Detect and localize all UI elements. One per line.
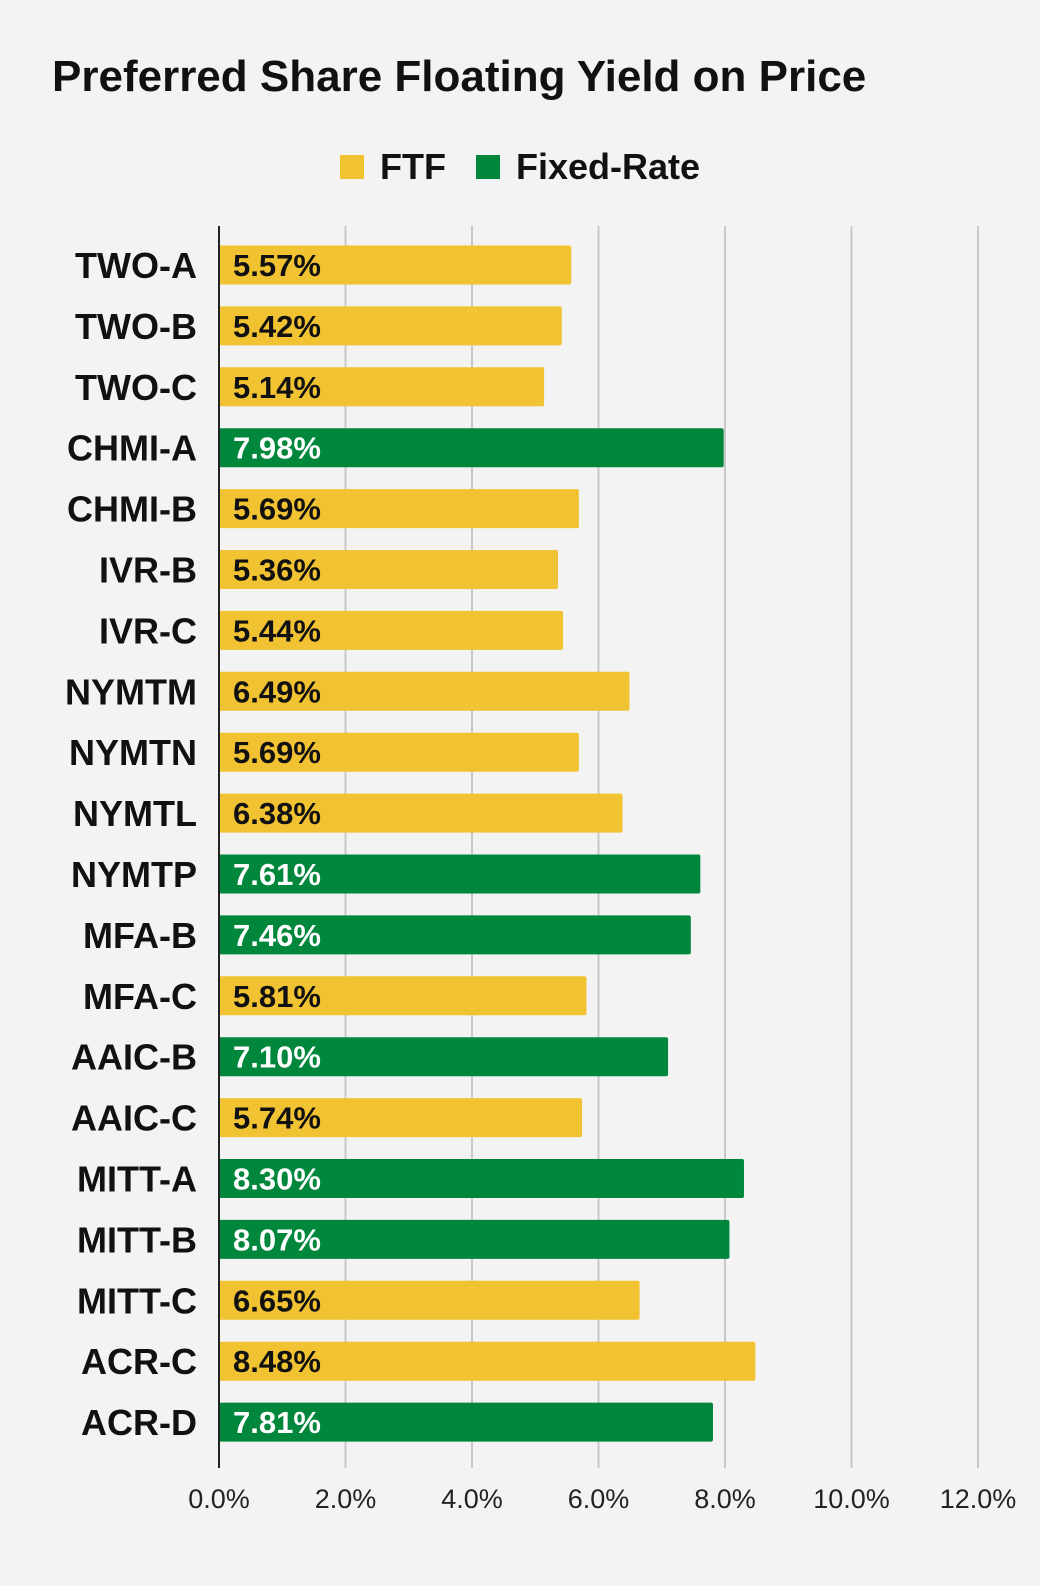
bar[interactable]	[219, 489, 579, 529]
data-label: 7.81%	[233, 1405, 321, 1440]
category-label: CHMI-A	[67, 428, 197, 469]
bar[interactable]	[219, 671, 630, 711]
bar[interactable]	[219, 1341, 756, 1381]
bar[interactable]	[219, 976, 587, 1016]
data-label: 6.49%	[233, 674, 321, 709]
data-label: 8.48%	[233, 1344, 321, 1379]
category-label: ACR-C	[81, 1341, 197, 1382]
data-label: 5.42%	[233, 309, 321, 344]
bar[interactable]	[219, 1098, 583, 1138]
data-label: 6.65%	[233, 1283, 321, 1318]
chart-title: Preferred Share Floating Yield on Price	[52, 52, 867, 101]
bar[interactable]	[219, 854, 701, 894]
data-label: 8.07%	[233, 1222, 321, 1257]
bar[interactable]	[219, 915, 691, 955]
bar[interactable]	[219, 610, 564, 650]
bar[interactable]	[219, 1219, 730, 1259]
data-label: 5.14%	[233, 370, 321, 405]
bar[interactable]	[219, 1280, 640, 1320]
category-label: AAIC-C	[71, 1098, 197, 1139]
category-label: NYMTN	[69, 732, 197, 773]
bar[interactable]	[219, 306, 562, 346]
data-label: 5.81%	[233, 979, 321, 1014]
bar[interactable]	[219, 793, 623, 833]
data-label: 7.10%	[233, 1040, 321, 1075]
legend-entry-fixed-rate[interactable]: Fixed-Rate	[475, 146, 701, 188]
x-tick-label: 8.0%	[694, 1484, 756, 1514]
x-tick-label: 6.0%	[568, 1484, 630, 1514]
category-label: CHMI-B	[67, 489, 197, 530]
category-label: NYMTL	[73, 793, 197, 834]
data-label: 5.69%	[233, 492, 321, 527]
category-label: IVR-B	[99, 550, 197, 591]
x-tick-label: 10.0%	[813, 1484, 890, 1514]
data-label: 5.69%	[233, 735, 321, 770]
data-label: 5.44%	[233, 613, 321, 648]
bar[interactable]	[219, 1037, 669, 1077]
data-label: 7.46%	[233, 918, 321, 953]
bar[interactable]	[219, 732, 579, 772]
x-tick-label: 12.0%	[940, 1484, 1017, 1514]
data-label: 8.30%	[233, 1162, 321, 1197]
data-label: 6.38%	[233, 796, 321, 831]
category-label: TWO-B	[75, 306, 197, 347]
legend-entry-ftf[interactable]: FTF	[339, 146, 446, 188]
category-label: NYMTM	[65, 671, 197, 712]
bar[interactable]	[219, 1402, 713, 1442]
category-label: IVR-C	[99, 610, 197, 651]
x-tick-label: 0.0%	[188, 1484, 250, 1514]
data-label: 7.98%	[233, 431, 321, 466]
bar[interactable]	[219, 1159, 744, 1198]
bar[interactable]	[219, 550, 559, 589]
x-tick-label: 4.0%	[441, 1484, 503, 1514]
axes: 0.0% 2.0% 4.0% 6.0% 8.0% 10.0% 12.0% TWO-A TWO-B…	[65, 226, 1016, 1514]
category-label: NYMTP	[71, 854, 197, 895]
bar[interactable]	[219, 428, 724, 468]
legend-label-fixed-rate: Fixed-Rate	[515, 146, 701, 187]
x-tick-label: 2.0%	[315, 1484, 377, 1514]
category-label: TWO-A	[75, 245, 197, 286]
category-label: AAIC-B	[71, 1037, 197, 1078]
data-label: 5.36%	[233, 553, 321, 588]
legend: FTF Fixed-Rate	[0, 146, 1040, 188]
category-label: MFA-B	[83, 915, 197, 956]
category-label: ACR-D	[81, 1402, 197, 1443]
bars: 5.57% 5.42% 5.14% 7.98% 5.69% 5.36% 5.44% 6.49%…	[219, 245, 756, 1442]
legend-swatch-ftf	[339, 155, 364, 179]
category-label: MITT-B	[77, 1219, 197, 1260]
bar[interactable]	[219, 367, 545, 407]
bar[interactable]	[219, 245, 572, 285]
category-label: MFA-C	[83, 976, 197, 1017]
category-label: MITT-C	[77, 1280, 197, 1321]
category-label: MITT-A	[77, 1159, 197, 1200]
legend-label-ftf: FTF	[379, 146, 446, 187]
data-label: 5.57%	[233, 248, 321, 283]
data-label: 7.61%	[233, 857, 321, 892]
legend-swatch-fixed-rate	[475, 155, 500, 179]
data-label: 5.74%	[233, 1101, 321, 1136]
category-label: TWO-C	[75, 367, 197, 408]
